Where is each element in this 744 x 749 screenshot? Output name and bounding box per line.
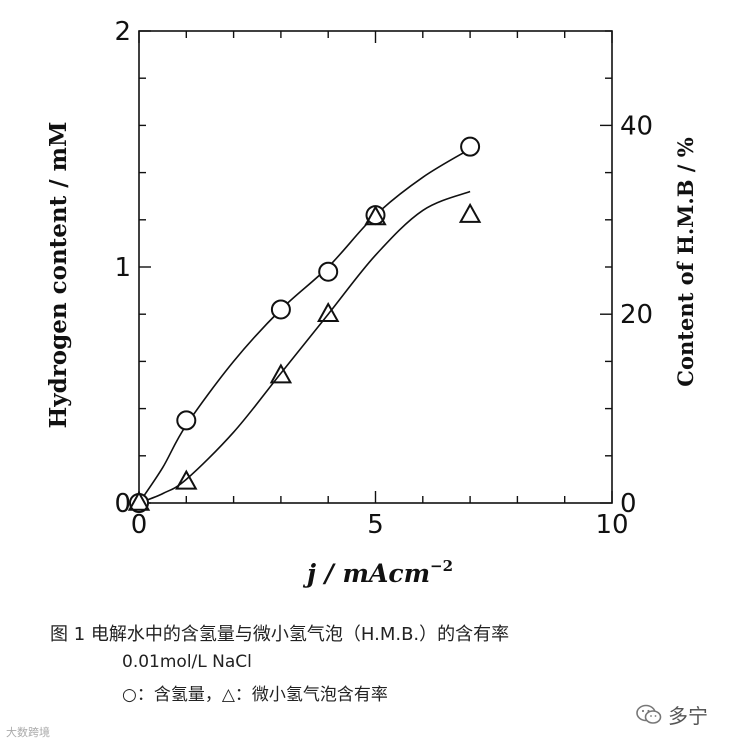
x-tick-label: 0 <box>131 510 148 540</box>
plot-frame <box>138 30 613 504</box>
figure-caption-title: 图 1 电解水中的含氢量与微小氢气泡（H.M.B.）的含有率 <box>50 624 510 645</box>
watermark-right: 多宁 <box>636 700 708 729</box>
triangle-marker <box>458 202 482 223</box>
plot-border <box>138 30 613 504</box>
watermark-right-text: 多宁 <box>668 704 708 728</box>
y2-axis-label: Content of H.M.B / % <box>673 137 698 386</box>
wechat-icon <box>636 704 662 724</box>
x-axis-label-sup: −2 <box>430 557 453 575</box>
circle-marker <box>176 410 197 431</box>
circle-series-curve <box>138 148 471 504</box>
figure-caption-solution: 0.01mol/L NaCl <box>122 652 252 672</box>
x-tick-label: 10 <box>595 510 628 540</box>
triangle-marker <box>364 205 387 226</box>
watermark-left: 大数跨境 <box>6 726 50 739</box>
y-axis-label: Hydrogen content / mM <box>45 122 72 429</box>
data-markers <box>127 136 482 513</box>
y2-tick-label: 0 <box>620 489 637 519</box>
figure-caption-legend: ○：含氢量，△：微小氢气泡含有率 <box>122 685 388 705</box>
y2-tick-label: 40 <box>620 111 653 141</box>
x-axis-label: j / mAcm−2 <box>302 557 453 588</box>
x-tick-label: 5 <box>367 510 384 540</box>
triangle-series-curve <box>138 190 471 504</box>
circle-marker <box>318 261 339 282</box>
triangle-marker <box>316 301 340 322</box>
y-tick-label: 2 <box>114 17 131 47</box>
axis-labels: Hydrogen content / mM Content of H.M.B /… <box>45 122 698 588</box>
y-tick-label: 0 <box>114 489 131 519</box>
triangle-marker <box>269 363 293 384</box>
triangle-marker <box>175 469 198 490</box>
axis-ticks <box>138 30 613 504</box>
y2-tick-label: 20 <box>620 300 653 330</box>
x-axis-label-main: j / mAcm <box>302 559 430 588</box>
circle-marker <box>270 299 291 320</box>
y-tick-label: 1 <box>114 253 131 283</box>
triangle-marker <box>127 490 151 511</box>
fit-curves <box>138 148 471 504</box>
circle-marker <box>460 136 481 157</box>
